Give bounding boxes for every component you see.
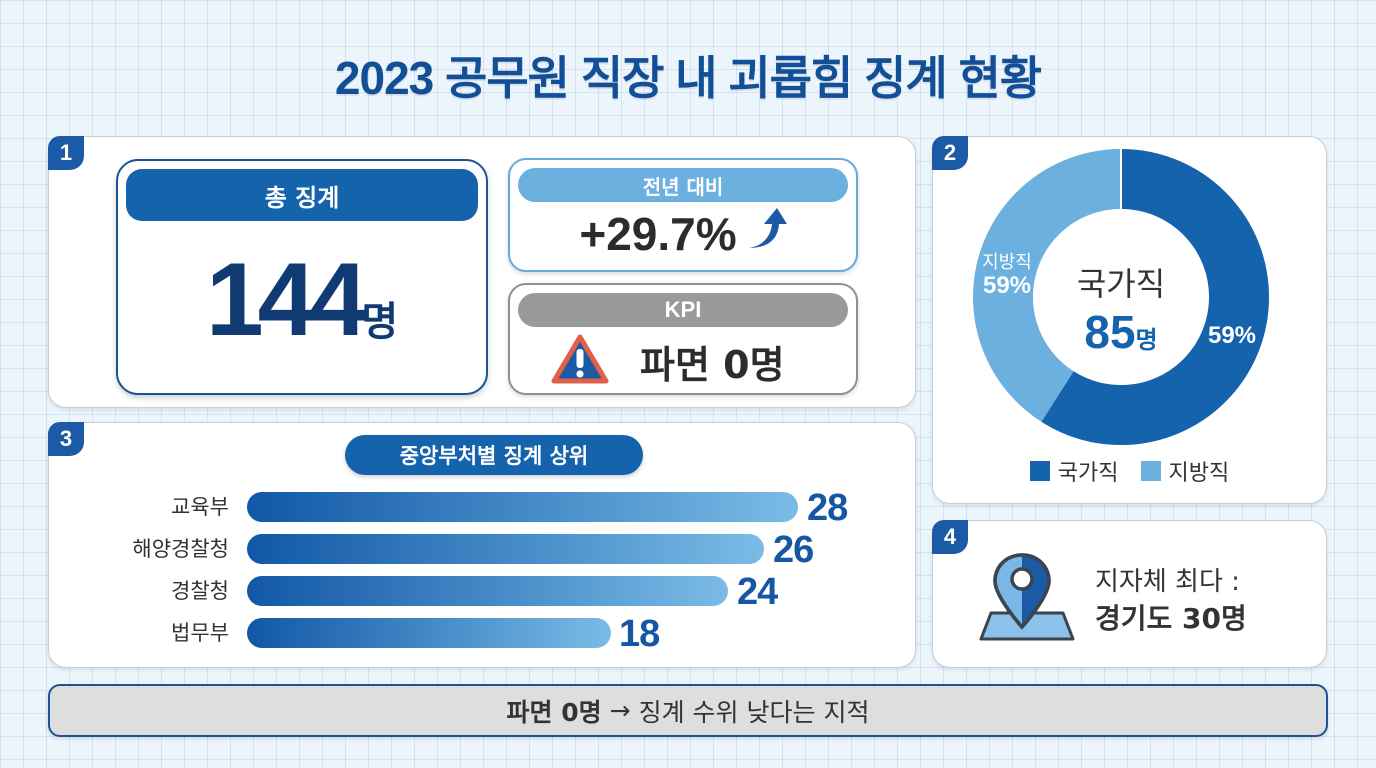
bar-row: 해양경찰청 26: [49, 529, 909, 571]
yoy-card: 전년 대비 +29.7%: [508, 158, 858, 272]
bar-value: 18: [619, 613, 660, 655]
kpi-card: KPI 파면 0명: [508, 283, 858, 395]
region-value: 경기도 30명: [1095, 602, 1247, 636]
bar-value: 26: [773, 529, 814, 571]
bar-label: 법무부: [171, 621, 229, 645]
kpi-label: KPI: [518, 293, 848, 327]
bar: [247, 618, 611, 648]
banner-text: 징계 수위 낮다는 지적: [638, 697, 870, 727]
legend-item-national: 국가직: [1029, 455, 1119, 487]
legend-item-local: 지방직: [1140, 455, 1229, 487]
panel-number-badge: 4: [932, 520, 968, 554]
region-text: 지자체 최다 : 경기도 30명: [1095, 565, 1247, 638]
bar: [247, 576, 728, 606]
region-label: 지자체 최다 :: [1095, 567, 1240, 597]
arrow-right-icon: →: [609, 696, 631, 725]
summary-banner: 파면 0명 → 징계 수위 낮다는 지적: [48, 684, 1328, 737]
bar-label: 경찰청: [171, 579, 229, 603]
bar-value: 24: [737, 571, 778, 613]
bar-row: 법무부 18: [49, 613, 909, 655]
panel-summary: 1 총 징계 144명 전년 대비 +29.7% KPI: [48, 136, 916, 408]
yoy-value-row: +29.7%: [510, 206, 856, 261]
legend-swatch-local: [1140, 461, 1161, 481]
donut-chart: 지방직 59% 59% 국가직 85명: [971, 147, 1271, 447]
bar-row: 경찰청 24: [49, 571, 909, 613]
panel-number-badge: 1: [48, 136, 84, 170]
bar-label: 해양경찰청: [132, 537, 229, 561]
donut-legend: 국가직 지방직: [933, 455, 1326, 487]
donut-center-value: 85: [1084, 306, 1136, 358]
legend-swatch-national: [1029, 461, 1050, 481]
total-discipline-value: 144명: [118, 241, 486, 360]
total-discipline-label: 총 징계: [126, 169, 478, 221]
arrow-up-icon: [747, 206, 787, 261]
donut-center-label: 국가직: [1076, 265, 1166, 303]
page-title: 2023 공무원 직장 내 괴롭힘 징계 현황: [334, 52, 1042, 104]
bar-row: 교육부 28: [49, 487, 909, 529]
segment-label-local: 지방직 59%: [982, 252, 1032, 299]
yoy-value: +29.7%: [579, 207, 737, 260]
donut-center-unit: 명: [1135, 326, 1158, 354]
kpi-value: 파면 0명: [640, 342, 785, 387]
yoy-label: 전년 대비: [518, 168, 848, 202]
kpi-value-row: 파면 0명: [550, 333, 840, 389]
banner-highlight: 파면 0명: [506, 697, 602, 727]
panel-donut-chart: 2 지방직 59% 59% 국가직 85명 국가직 지방직: [932, 136, 1327, 504]
bar-value: 28: [807, 487, 848, 529]
bar-label: 교육부: [171, 495, 229, 519]
panel-region: 4 지자체 최다 : 경기도 30명: [932, 520, 1327, 668]
bar-chart-title: 중앙부처별 징계 상위: [345, 435, 643, 475]
warning-icon: [550, 333, 610, 389]
total-number: 144: [205, 242, 368, 358]
bar: [247, 492, 798, 522]
panel-number-badge: 3: [48, 422, 84, 456]
total-unit: 명: [361, 299, 399, 345]
total-discipline-card: 총 징계 144명: [116, 159, 488, 395]
map-pin-icon: [977, 551, 1077, 647]
panel-number-badge: 2: [932, 136, 968, 170]
bar: [247, 534, 764, 564]
panel-bar-chart: 3 중앙부처별 징계 상위 교육부 28 해양경찰청 26 경찰청 24 법무부…: [48, 422, 916, 668]
donut-svg: [973, 149, 1269, 445]
donut-center-text: 국가직 85명: [971, 259, 1271, 359]
segment-label-national: 59%: [1207, 322, 1257, 349]
